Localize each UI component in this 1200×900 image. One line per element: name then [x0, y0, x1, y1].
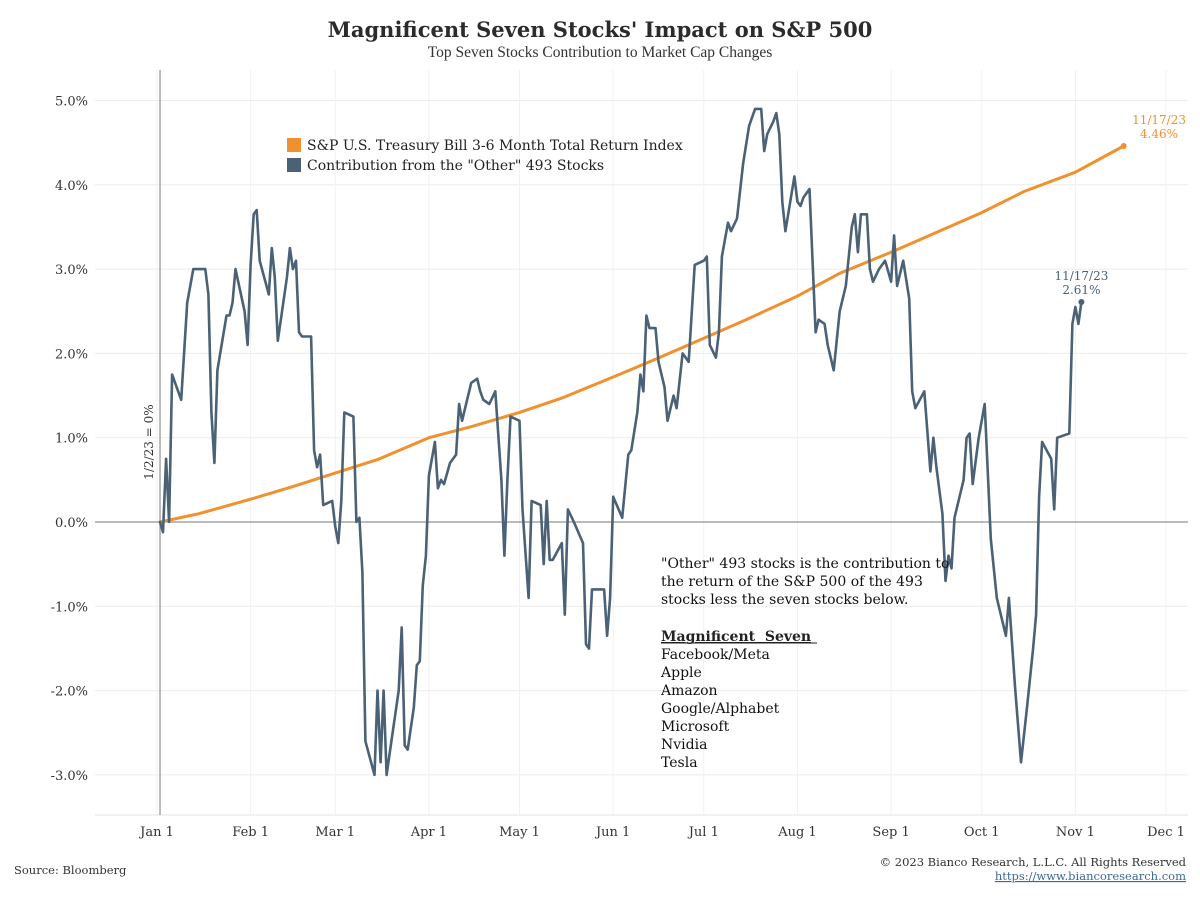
chart-title: Magnificent Seven Stocks' Impact on S&P …	[328, 17, 873, 42]
x-tick-label: Aug 1	[777, 825, 817, 840]
grid	[95, 70, 1188, 815]
annotation-line-3: stocks less the seven stocks below.	[661, 592, 908, 608]
annotation-line-2: the return of the S&P 500 of the 493	[661, 574, 923, 590]
website-link[interactable]: https://www.biancoresearch.com	[995, 869, 1186, 883]
annotation-heading: Magnificent Seven	[661, 629, 811, 645]
legend-swatch-treasury	[287, 138, 301, 152]
y-tick-label: 1.0%	[55, 432, 88, 447]
x-tick-label: Sep 1	[872, 825, 909, 840]
x-tick-label: Oct 1	[964, 825, 1000, 840]
start-marker-label: 1/2/23 = 0%	[142, 404, 156, 479]
annotation-box: "Other" 493 stocks is the contribution t…	[660, 556, 949, 771]
copyright-note: © 2023 Bianco Research, L.L.C. All Right…	[880, 855, 1187, 869]
treasury-end-point	[1120, 143, 1127, 150]
treasury-end-date-label: 11/17/23	[1132, 113, 1186, 127]
other493-series-line	[158, 107, 1083, 777]
stock-item: Tesla	[661, 755, 698, 771]
legend-label-treasury: S&P U.S. Treasury Bill 3-6 Month Total R…	[307, 138, 683, 154]
other493-end-point	[1078, 298, 1085, 305]
y-tick-label: 0.0%	[55, 516, 88, 531]
y-tick-label: 4.0%	[55, 179, 88, 194]
annotation-line-1: "Other" 493 stocks is the contribution t…	[661, 556, 949, 572]
x-tick-label: Mar 1	[315, 825, 355, 840]
y-tick-label: 3.0%	[55, 263, 88, 278]
legend-label-other493: Contribution from the "Other" 493 Stocks	[307, 158, 604, 174]
stock-item: Apple	[660, 665, 702, 681]
x-tick-label: Dec 1	[1147, 825, 1185, 840]
stock-item: Facebook/Meta	[661, 647, 770, 663]
stock-item: Amazon	[660, 683, 718, 699]
stock-item: Nvidia	[661, 737, 707, 753]
data-labels: 11/17/234.46%11/17/232.61%	[1054, 113, 1186, 305]
source-note: Source: Bloomberg	[14, 863, 127, 877]
legend: S&P U.S. Treasury Bill 3-6 Month Total R…	[287, 138, 683, 174]
treasury-end-value-label: 4.46%	[1140, 127, 1178, 141]
stock-item: Microsoft	[661, 719, 730, 735]
y-tick-label: 2.0%	[55, 347, 88, 362]
x-tick-label: Jun 1	[594, 825, 630, 840]
stock-item: Google/Alphabet	[661, 701, 780, 717]
x-tick-label: Jan 1	[138, 825, 174, 840]
x-tick-label: Apr 1	[410, 825, 447, 840]
chart-subtitle: Top Seven Stocks Contribution to Market …	[428, 44, 773, 61]
y-tick-label: 5.0%	[55, 95, 88, 110]
series-lines	[158, 107, 1126, 777]
x-tick-label: Nov 1	[1056, 825, 1095, 840]
x-tick-label: May 1	[499, 825, 540, 840]
y-tick-label: -3.0%	[51, 769, 88, 784]
other493-end-value-label: 2.61%	[1062, 283, 1100, 297]
treasury-series-line	[158, 144, 1126, 524]
legend-swatch-other493	[287, 158, 301, 172]
other493-end-date-label: 11/17/23	[1054, 269, 1108, 283]
axes: 5.0% 4.0% 3.0% 2.0% 1.0% 0.0% -1.0% -2.0% -3.0% J…	[51, 70, 1188, 840]
y-tick-label: -2.0%	[51, 685, 88, 700]
x-tick-label: Feb 1	[232, 825, 269, 840]
x-tick-label: Jul 1	[687, 825, 719, 840]
y-tick-label: -1.0%	[51, 600, 88, 615]
